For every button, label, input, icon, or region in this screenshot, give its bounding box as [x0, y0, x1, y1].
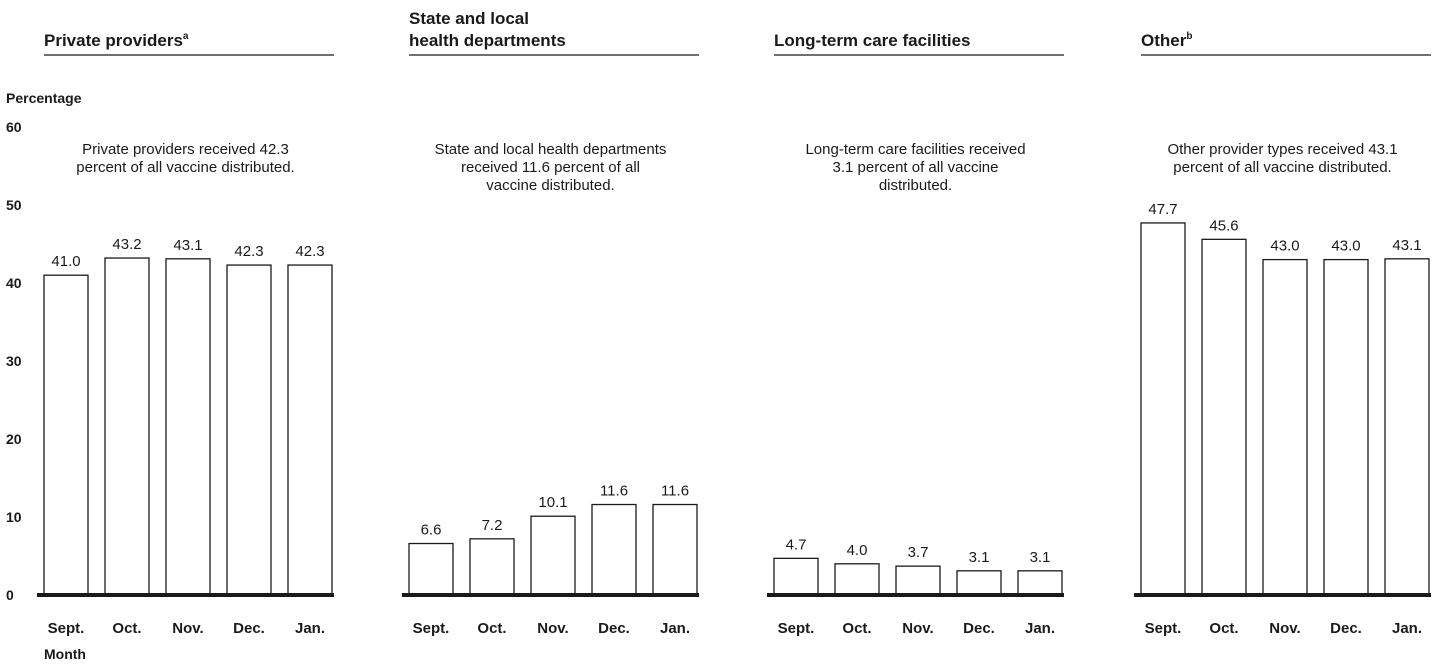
panel-2: State and local health departments State a… [402, 9, 699, 637]
x-tick-label: Nov. [1269, 620, 1300, 637]
panel-note: Other provider types received 43.1 [1167, 141, 1397, 158]
panel-3: Long-term care facilities Long-term care … [767, 31, 1064, 637]
x-tick-label: Nov. [902, 620, 933, 637]
data-label: 43.1 [173, 237, 202, 254]
y-axis-label: Percentage [6, 90, 82, 106]
panel-note: State and local health departments [435, 141, 667, 158]
data-label: 43.1 [1392, 237, 1421, 254]
x-tick-label: Oct. [1209, 620, 1238, 637]
panel-title: Otherb [1141, 31, 1192, 50]
panel-note: percent of all vaccine distributed. [1173, 159, 1391, 176]
panel-title: Private providersa [44, 31, 189, 50]
data-label: 45.6 [1209, 217, 1238, 234]
data-label: 4.0 [847, 542, 868, 559]
x-tick-label: Sept. [1145, 620, 1182, 637]
bar [1017, 570, 1063, 596]
bar [1323, 258, 1369, 596]
data-label: 43.2 [112, 236, 141, 253]
data-label: 42.3 [295, 243, 324, 260]
data-label: 47.7 [1148, 201, 1177, 218]
y-tick-label: 40 [6, 275, 22, 291]
data-label: 42.3 [234, 243, 263, 260]
bar [591, 503, 637, 596]
bar [530, 515, 576, 596]
bar [1201, 238, 1247, 596]
x-tick-label: Dec. [233, 620, 265, 637]
x-tick-label: Sept. [48, 620, 85, 637]
data-label: 4.7 [786, 536, 807, 553]
x-tick-label: Jan. [1025, 620, 1055, 637]
data-label: 3.1 [1030, 549, 1051, 566]
panel-1: Private providersa Private providers rece… [37, 31, 334, 637]
data-label: 3.7 [908, 544, 929, 561]
x-tick-label: Sept. [413, 620, 450, 637]
data-label: 43.0 [1331, 238, 1360, 255]
data-label: 7.2 [482, 517, 503, 534]
y-tick-label: 30 [6, 353, 22, 369]
panel-title-text: State and local [409, 9, 529, 28]
x-axis-label: Month [44, 646, 86, 662]
data-label: 11.6 [661, 483, 689, 500]
x-tick-label: Jan. [660, 620, 690, 637]
x-tick-label: Dec. [963, 620, 995, 637]
bar [834, 563, 880, 596]
bar [895, 565, 941, 596]
panel-note: vaccine distributed. [486, 177, 614, 194]
y-tick-label: 20 [6, 431, 22, 447]
x-tick-label: Oct. [477, 620, 506, 637]
bar [165, 258, 211, 596]
bar [43, 274, 89, 596]
bar [104, 257, 150, 596]
panel-title: Long-term care facilities [774, 31, 971, 50]
panel-note: percent of all vaccine distributed. [76, 159, 294, 176]
panel-title-text: health departments [409, 31, 566, 50]
y-tick-label: 10 [6, 509, 22, 525]
data-label: 3.1 [969, 549, 990, 566]
data-label: 43.0 [1270, 238, 1299, 255]
panel-title-text: Long-term care facilities [774, 31, 971, 50]
panel-note: 3.1 percent of all vaccine [833, 159, 999, 176]
data-label: 41.0 [51, 253, 80, 270]
panel-note: Long-term care facilities received [805, 141, 1025, 158]
panel-title: health departments [409, 31, 566, 50]
panel-title: State and local [409, 9, 529, 28]
x-tick-label: Jan. [295, 620, 325, 637]
y-axis: 0 10 20 30 40 50 60 [6, 119, 22, 603]
x-tick-label: Nov. [537, 620, 568, 637]
y-tick-label: 50 [6, 197, 22, 213]
panel-title-text: Private providers [44, 31, 183, 50]
x-tick-label: Nov. [172, 620, 203, 637]
data-label: 10.1 [538, 494, 567, 511]
x-tick-label: Jan. [1392, 620, 1422, 637]
x-tick-label: Dec. [598, 620, 630, 637]
bar [956, 570, 1002, 596]
panel-note: Private providers received 42.3 [82, 141, 289, 158]
bar [287, 264, 333, 596]
bar [408, 542, 454, 596]
panel-4: Otherb Other provider types received 43.1… [1134, 31, 1431, 637]
panel-title-text: Other [1141, 31, 1187, 50]
data-label: 6.6 [421, 522, 442, 539]
panel-title-superscript: a [183, 31, 189, 42]
y-tick-label: 0 [6, 587, 14, 603]
x-tick-label: Oct. [842, 620, 871, 637]
data-label: 11.6 [600, 483, 628, 500]
bar [1384, 258, 1430, 596]
bar [1262, 258, 1308, 596]
bar [226, 264, 272, 596]
y-tick-label: 60 [6, 119, 22, 135]
x-tick-label: Dec. [1330, 620, 1362, 637]
panel-note: distributed. [879, 177, 952, 194]
bar [773, 557, 819, 596]
panel-note: received 11.6 percent of all [461, 159, 640, 176]
panel-title-superscript: b [1186, 31, 1192, 42]
bar [1140, 222, 1186, 596]
bar [652, 503, 698, 596]
x-tick-label: Sept. [778, 620, 815, 637]
bar [469, 538, 515, 596]
x-tick-label: Oct. [112, 620, 141, 637]
